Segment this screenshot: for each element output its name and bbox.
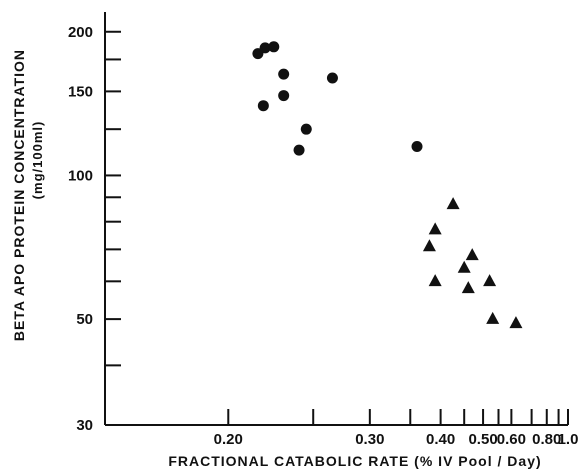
tick-labels: 30 50 100 150 200 0.20 0.30 0.40 0.50 0.60 0.801.0 (68, 24, 578, 448)
x-tick-label: 0.20 (214, 431, 243, 448)
triangle-point (446, 197, 460, 210)
y-tick-label: 150 (68, 83, 93, 100)
data-points (252, 41, 523, 329)
circle-point (259, 42, 271, 54)
triangle-point (422, 239, 436, 252)
y-tick-label: 30 (76, 417, 93, 434)
y-axis-title-units: (mg/100ml) (30, 121, 45, 200)
x-tick-label: 1.0 (558, 431, 579, 448)
circle-point (411, 140, 423, 152)
x-tick-label: 0.30 (355, 431, 384, 448)
circle-point (278, 68, 290, 80)
circle-point (257, 100, 269, 112)
axes (104, 12, 568, 426)
triangle-point (457, 260, 471, 273)
triangle-point (509, 316, 523, 329)
x-axis-title: FRACTIONAL CATABOLIC RATE (% IV Pool / D… (168, 453, 541, 469)
triangle-point (465, 248, 479, 261)
circle-point (326, 72, 338, 84)
circle-point (300, 123, 312, 135)
x-tick-label: 0.50 (468, 431, 497, 448)
x-tick-label: 0.80 (532, 431, 561, 448)
y-tick-label: 200 (68, 24, 93, 41)
y-tick-label: 100 (68, 167, 93, 184)
y-axis-title: BETA APO PROTEIN CONCENTRATION (11, 49, 27, 341)
x-tick-label: 0.40 (426, 431, 455, 448)
triangle-point (486, 311, 500, 324)
circle-point (293, 144, 305, 156)
triangle-point (483, 274, 497, 287)
circle-point (268, 41, 280, 53)
triangle-point (461, 281, 475, 294)
axis-titles: FRACTIONAL CATABOLIC RATE (% IV Pool / D… (11, 49, 541, 469)
y-tick-label: 50 (76, 311, 93, 328)
triangle-point (428, 222, 442, 235)
ticks (105, 30, 569, 426)
x-tick-label: 0.60 (497, 431, 526, 448)
circle-point (278, 90, 290, 102)
triangle-point (428, 274, 442, 287)
